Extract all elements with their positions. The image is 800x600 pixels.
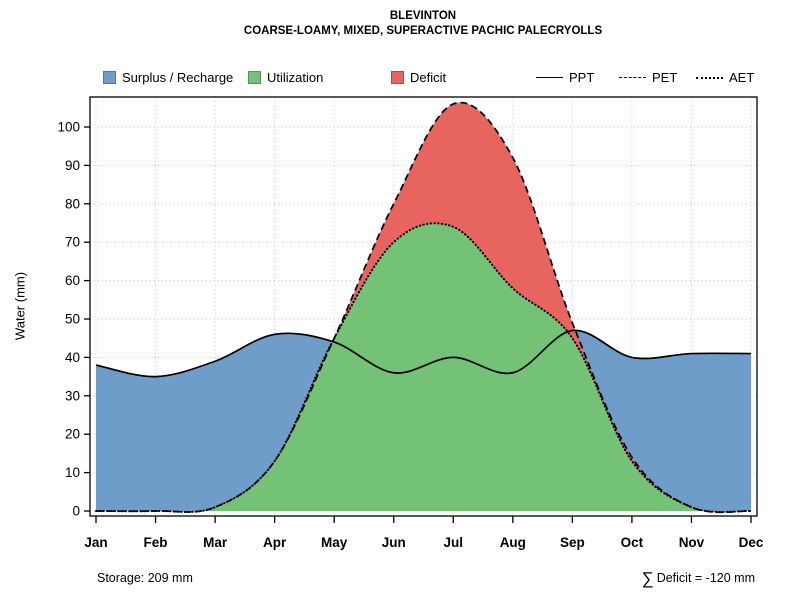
svg-text:Mar: Mar	[203, 535, 228, 550]
svg-text:60: 60	[65, 273, 80, 288]
svg-text:100: 100	[57, 120, 80, 135]
storage-annotation: Storage: 209 mm	[97, 571, 193, 585]
svg-text:Dec: Dec	[739, 535, 764, 550]
svg-text:80: 80	[65, 196, 80, 211]
legend-label-utilization: Utilization	[267, 70, 324, 85]
svg-text:Apr: Apr	[263, 535, 287, 550]
chart-title: BLEVINTON	[389, 10, 457, 22]
aet-line-sample-icon	[696, 76, 723, 79]
sum-deficit-annotation: ∑ Deficit = -120 mm	[642, 569, 755, 589]
svg-text:Jul: Jul	[444, 535, 464, 550]
legend-item-utilization: Utilization	[248, 70, 323, 85]
svg-text:Jan: Jan	[84, 535, 107, 550]
legend-label-deficit: Deficit	[410, 70, 447, 85]
deficit-swatch	[391, 71, 404, 84]
svg-text:Sep: Sep	[560, 535, 585, 550]
svg-text:Nov: Nov	[679, 535, 705, 550]
svg-text:30: 30	[65, 388, 80, 403]
sum-symbol: ∑	[641, 569, 654, 588]
surplus-swatch	[103, 71, 116, 84]
svg-text:40: 40	[65, 350, 80, 365]
legend-label-ppt: PPT	[569, 70, 595, 85]
legend-item-deficit: Deficit	[391, 70, 446, 85]
svg-text:0: 0	[72, 504, 80, 519]
chart-subtitle: COARSE-LOAMY, MIXED, SUPERACTIVE PACHIC …	[243, 25, 603, 37]
svg-text:May: May	[321, 535, 348, 550]
svg-text:70: 70	[65, 235, 80, 250]
legend-item-surplus: Surplus / Recharge	[103, 70, 233, 85]
svg-text:90: 90	[65, 158, 80, 173]
svg-text:10: 10	[65, 465, 80, 480]
legend-item-pet: PET	[619, 70, 677, 85]
svg-text:Oct: Oct	[621, 535, 644, 550]
ppt-line-sample-icon	[536, 77, 563, 78]
svg-text:Feb: Feb	[144, 535, 168, 550]
legend-label-surplus: Surplus / Recharge	[122, 70, 234, 85]
legend-label-aet: AET	[729, 70, 755, 85]
pet-line-sample-icon	[619, 77, 646, 78]
svg-text:Jun: Jun	[382, 535, 406, 550]
deficit-text: Deficit = -120 mm	[656, 571, 755, 585]
legend-label-pet: PET	[652, 70, 678, 85]
legend-item-aet: AET	[696, 70, 754, 85]
legend-item-ppt: PPT	[536, 70, 594, 85]
svg-text:20: 20	[65, 427, 80, 442]
utilization-swatch	[248, 71, 261, 84]
svg-text:Aug: Aug	[500, 535, 526, 550]
svg-text:50: 50	[65, 312, 80, 327]
